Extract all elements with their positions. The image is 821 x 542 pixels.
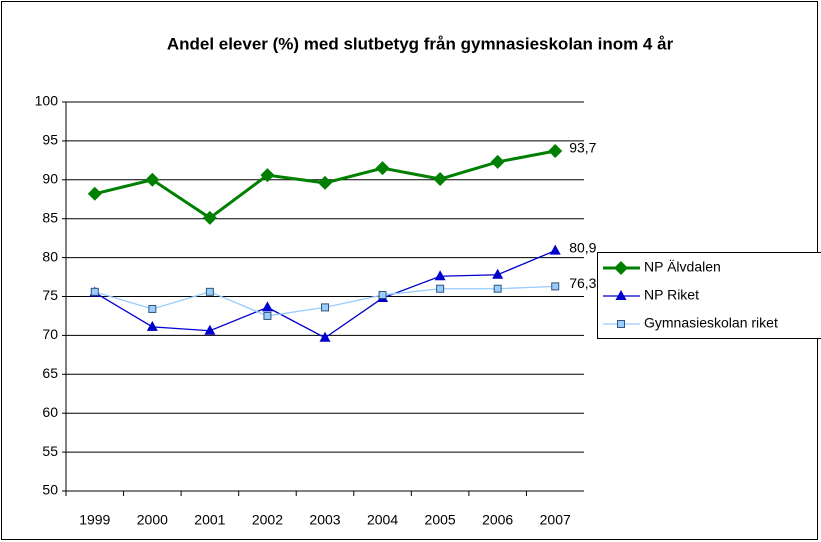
y-tick-label: 90 [42, 171, 58, 187]
marker [492, 268, 504, 279]
marker [319, 331, 331, 342]
data-label: 93,7 [569, 140, 596, 156]
marker [145, 172, 160, 187]
legend-label: NP Riket [644, 287, 699, 303]
y-tick-label: 50 [42, 482, 58, 498]
marker [260, 168, 275, 183]
marker [205, 287, 214, 296]
marker [433, 172, 448, 187]
y-tick-label: 60 [42, 404, 58, 420]
x-tick-label: 2004 [367, 512, 398, 528]
marker [493, 284, 502, 293]
legend-marker [614, 261, 628, 275]
marker [436, 284, 445, 293]
y-tick-label: 75 [42, 287, 58, 303]
marker [318, 175, 332, 190]
marker [146, 320, 158, 331]
x-tick-label: 2000 [137, 512, 168, 528]
marker [261, 301, 273, 312]
y-tick-label: 70 [42, 326, 58, 342]
x-tick-label: 2001 [194, 512, 225, 528]
legend-label: NP Älvdalen [644, 259, 721, 275]
x-tick-label: 2003 [309, 512, 340, 528]
marker [548, 144, 563, 159]
legend-marker [615, 290, 627, 300]
marker [378, 290, 387, 299]
y-tick-label: 95 [42, 132, 58, 148]
legend-marker [617, 320, 625, 328]
x-tick-label: 2002 [252, 512, 283, 528]
marker [204, 324, 216, 335]
marker [148, 304, 157, 313]
x-tick-label: 2006 [482, 512, 513, 528]
x-tick-label: 1999 [79, 512, 110, 528]
marker [551, 282, 560, 291]
chart-title: Andel elever (%) med slutbetyg från gymn… [167, 34, 674, 53]
marker [90, 287, 99, 296]
marker [321, 303, 329, 312]
x-tick-label: 2007 [540, 512, 571, 528]
y-tick-label: 55 [42, 443, 58, 459]
marker [87, 186, 102, 201]
marker [490, 154, 505, 169]
marker [263, 311, 272, 320]
y-tick-label: 100 [35, 93, 59, 109]
data-label: 80,9 [569, 239, 596, 255]
y-tick-label: 80 [42, 248, 58, 264]
x-tick-label: 2005 [425, 512, 456, 528]
y-tick-label: 85 [42, 209, 58, 225]
y-tick-label: 65 [42, 365, 58, 381]
marker [434, 270, 446, 281]
data-label: 76,3 [569, 275, 596, 291]
marker [202, 210, 217, 225]
marker [375, 161, 390, 176]
marker [549, 244, 561, 255]
legend-label: Gymnasieskolan riket [644, 315, 778, 331]
